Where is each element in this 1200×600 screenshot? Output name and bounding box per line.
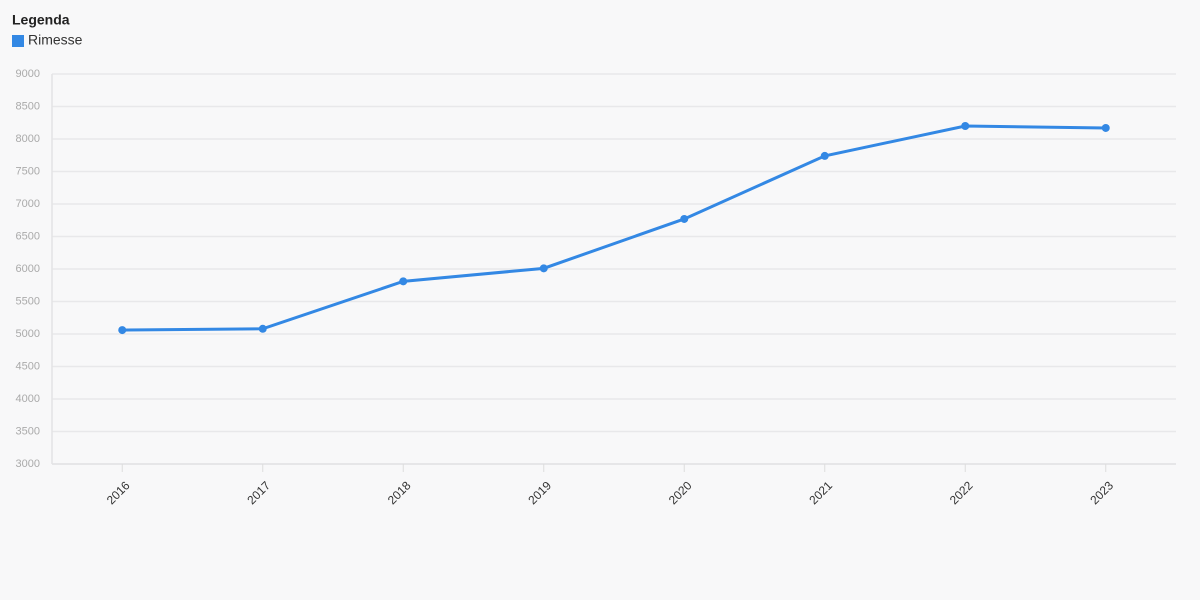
data-point [539, 264, 548, 273]
y-tick-label: 5000 [16, 328, 40, 340]
data-point [820, 151, 829, 160]
data-point [118, 326, 127, 335]
legend-swatch [12, 35, 24, 47]
y-tick-label: 3500 [16, 425, 40, 437]
legend-label: Rimesse [28, 32, 83, 48]
data-point [680, 214, 689, 223]
x-tick-label: 2021 [806, 478, 835, 507]
data-point [1101, 123, 1110, 132]
y-tick-label: 6500 [16, 230, 40, 242]
x-tick-label: 2016 [104, 478, 133, 507]
y-tick-label: 5500 [16, 295, 40, 307]
x-tick-label: 2017 [244, 478, 273, 507]
data-point [961, 122, 970, 130]
y-tick-label: 4500 [16, 360, 40, 372]
y-tick-label: 7500 [16, 165, 40, 177]
y-tick-label: 6000 [16, 263, 40, 275]
y-tick-label: 3000 [16, 458, 40, 470]
data-point [399, 277, 408, 286]
x-tick-label: 2018 [385, 478, 414, 507]
y-tick-label: 8000 [16, 133, 40, 145]
data-point [258, 324, 267, 333]
x-tick-label: 2020 [666, 478, 695, 507]
series-line [122, 124, 1106, 332]
x-tick-label: 2019 [525, 478, 554, 507]
x-tick-label: 2022 [947, 478, 976, 507]
y-tick-label: 7000 [16, 198, 40, 210]
legend-title: Legenda [12, 12, 70, 28]
y-tick-label: 9000 [16, 68, 40, 80]
y-tick-label: 4000 [16, 393, 40, 405]
y-tick-label: 8500 [16, 100, 40, 112]
x-tick-label: 2023 [1087, 478, 1116, 507]
